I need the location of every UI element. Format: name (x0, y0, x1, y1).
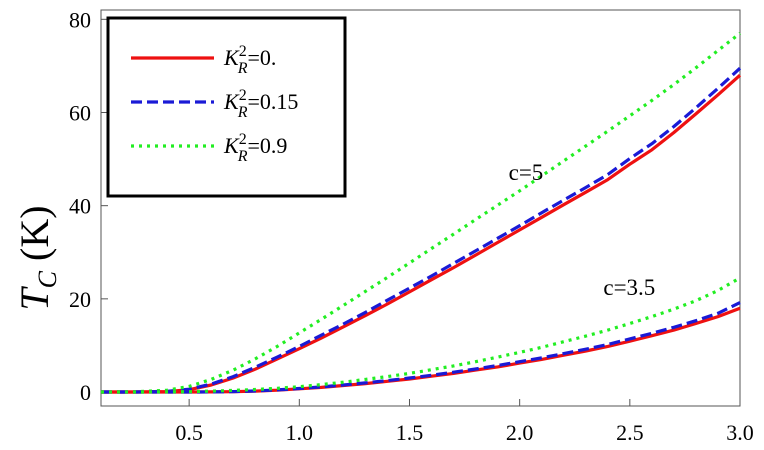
x-tick-label: 0.5 (175, 420, 203, 445)
legend-entry-label: K2 R=0. (223, 43, 276, 77)
x-tick-label: 3.0 (726, 420, 754, 445)
annotations: c=5 c=3.5 (509, 160, 656, 300)
x-tick-label: 1.0 (286, 420, 314, 445)
x-tick-label: 1.5 (396, 420, 424, 445)
series-line-c5-dashed (101, 67, 742, 394)
axis-ticks: 0.5 1.0 1.5 2.0 2.5 3.0 0 20 40 60 80 (69, 7, 754, 445)
legend-entry-label: K2 R=0.15 (223, 87, 298, 121)
legend-entry-label: K2 R=0.9 (223, 131, 287, 165)
plot-frame (100, 9, 741, 407)
y-tick-label: 20 (69, 287, 91, 312)
x-tick-label: 2.5 (616, 420, 644, 445)
curves (100, 32, 742, 394)
y-axis-label: TC (K) (12, 205, 62, 310)
x-tick-label: 2.0 (506, 420, 534, 445)
y-tick-label: 0 (80, 380, 91, 405)
series-line-c5-solid (101, 74, 742, 394)
curve-annotation: c=5 (509, 160, 544, 185)
series-line-c35-solid (101, 306, 741, 394)
y-tick-label: 60 (69, 100, 91, 125)
legend-box (106, 16, 347, 198)
curve-annotation: c=3.5 (603, 275, 655, 300)
y-tick-label: 80 (69, 7, 91, 32)
y-tick-label: 40 (69, 194, 91, 219)
series-line-c5-dotted (100, 32, 741, 394)
legend: K2 R=0. K2 R=0.15 K2 R=0.9 (106, 16, 347, 198)
